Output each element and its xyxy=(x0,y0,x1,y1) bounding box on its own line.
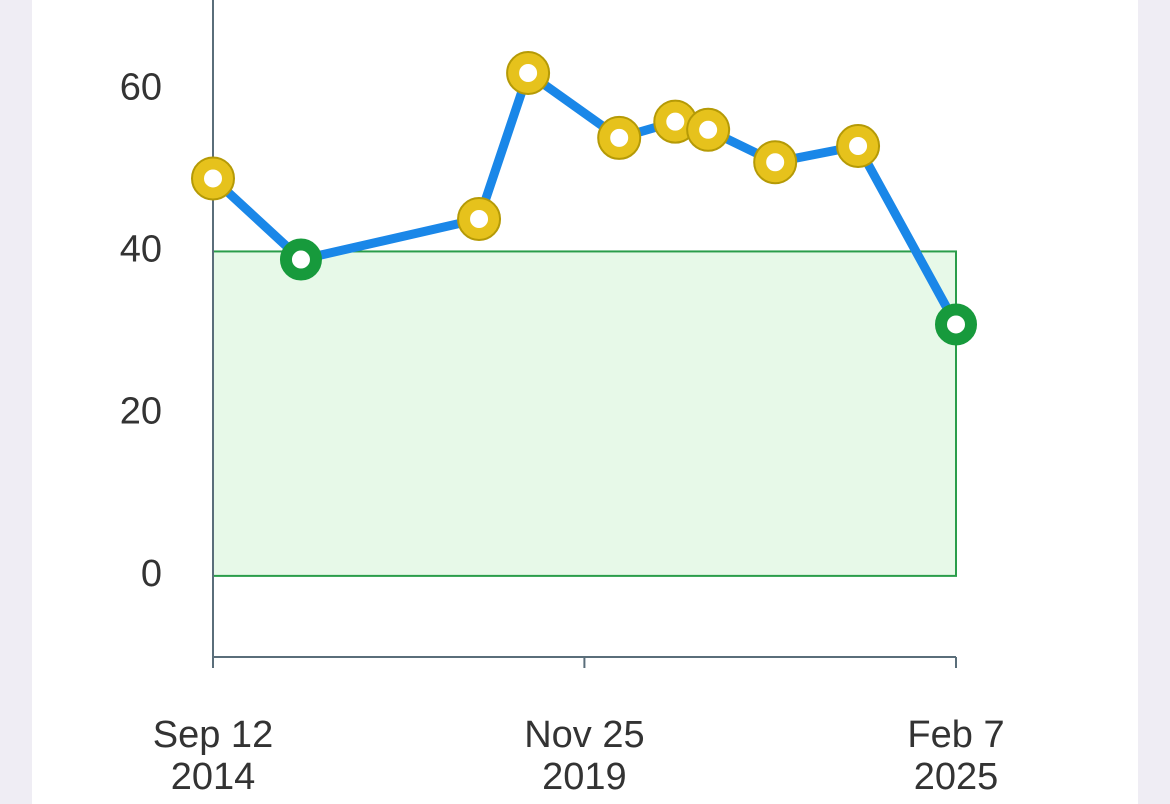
data-point-outline xyxy=(686,107,731,152)
data-point xyxy=(192,157,234,200)
x-tick-label: Feb 7 xyxy=(907,714,1004,756)
data-point xyxy=(935,303,977,346)
data-point xyxy=(279,238,322,281)
x-tick-label: Sep 12 xyxy=(153,714,273,756)
y-tick-label: 20 xyxy=(120,391,162,433)
normal-range xyxy=(212,250,957,577)
y-tick-label: 0 xyxy=(141,553,162,595)
x-tick-label: 2014 xyxy=(171,756,256,798)
data-point xyxy=(837,125,880,167)
data-point xyxy=(654,100,697,143)
x-tick-label: 2025 xyxy=(914,756,999,798)
data-point xyxy=(598,116,641,159)
data-point xyxy=(458,198,501,240)
data-point-outline xyxy=(836,124,881,168)
data-point-outline xyxy=(457,197,502,241)
x-tick-label: Nov 25 xyxy=(524,714,644,756)
series-line xyxy=(209,68,960,327)
data-point xyxy=(687,108,730,151)
x-tick-label: 2019 xyxy=(542,756,627,798)
data-point-outline xyxy=(506,51,551,95)
y-tick-label: 60 xyxy=(120,66,162,108)
data-point-outline xyxy=(191,156,235,201)
data-point-outline xyxy=(753,140,798,185)
data-point-outline xyxy=(597,115,642,160)
data-point xyxy=(507,52,550,94)
data-point xyxy=(754,141,797,184)
y-tick-label: 40 xyxy=(120,228,162,270)
